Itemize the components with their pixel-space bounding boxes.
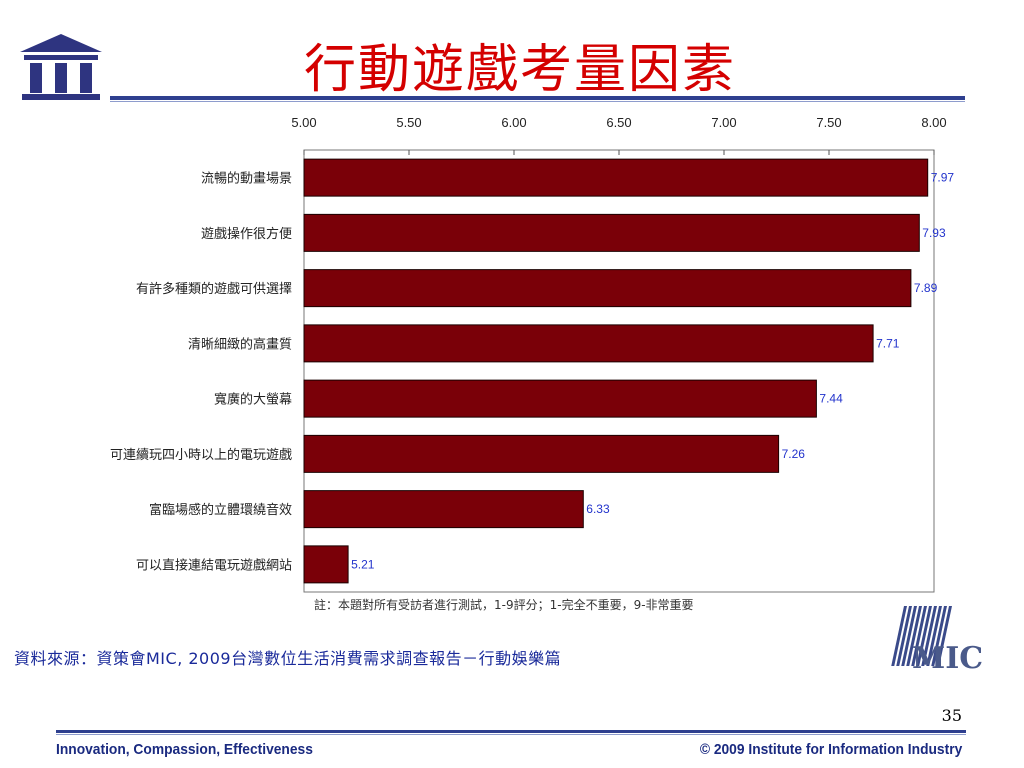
mic-logo-stripe <box>906 606 922 666</box>
x-tick-label: 7.50 <box>816 115 841 130</box>
value-label: 5.21 <box>351 557 375 571</box>
x-tick-label: 7.00 <box>711 115 736 130</box>
x-tick-label: 6.50 <box>606 115 631 130</box>
bar <box>303 324 874 363</box>
x-tick-label: 6.00 <box>501 115 526 130</box>
footer-tagline: Innovation, Compassion, Effectiveness <box>56 741 313 758</box>
value-label: 7.71 <box>876 336 900 350</box>
chart-note: 註：本題對所有受訪者進行測試，1-9評分；1-完全不重要，9-非常重要 <box>314 598 694 612</box>
mic-logo-stripe <box>921 606 937 666</box>
bar <box>303 434 780 473</box>
mic-logo-stripe <box>931 606 947 666</box>
x-tick-label: 8.00 <box>921 115 946 130</box>
mic-logo-stripe <box>891 606 907 666</box>
bar <box>303 490 584 529</box>
category-label: 遊戲操作很方便 <box>201 226 292 242</box>
footer-rule-thin <box>56 734 966 735</box>
mic-logo-stripe <box>901 606 917 666</box>
bar <box>303 213 920 252</box>
title-rule <box>110 96 965 100</box>
mic-logo-stripe <box>926 606 942 666</box>
slide-title: 行動遊戲考量因素 <box>303 40 736 100</box>
bar <box>303 269 912 308</box>
data-source: 資料來源：資策會MIC, 2009台灣數位生活消費需求調查報告－行動娛樂篇 <box>14 649 562 668</box>
page-number: 35 <box>941 706 962 725</box>
bar <box>303 545 349 584</box>
mic-logo-stripe <box>896 606 912 666</box>
mic-logo-text: MIC <box>912 641 983 676</box>
mic-logo-stripe <box>916 606 932 666</box>
value-label: 7.89 <box>914 281 938 295</box>
value-label: 6.33 <box>586 502 610 516</box>
category-label: 寬廣的大螢幕 <box>214 392 292 408</box>
value-label: 7.44 <box>819 392 843 406</box>
mic-logo-stripe <box>936 606 952 666</box>
mic-logo-stripe <box>911 606 927 666</box>
value-label: 7.26 <box>782 447 806 461</box>
bar <box>303 158 929 197</box>
iii-logo <box>20 34 102 100</box>
x-tick-label: 5.00 <box>291 115 316 130</box>
value-label: 7.93 <box>922 226 946 240</box>
footer-copyright: © 2009 Institute for Information Industr… <box>699 741 962 758</box>
bar-chart: 5.00 5.50 6.00 6.50 7.00 7.50 8.00 流暢的動畫場景 7.97 遊… <box>110 115 955 593</box>
category-label: 有許多種類的遊戲可供選擇 <box>136 281 292 297</box>
value-label: 7.97 <box>931 171 955 185</box>
category-label: 流暢的動畫場景 <box>201 171 292 187</box>
bar <box>303 379 817 418</box>
footer-rule <box>56 730 966 733</box>
category-label: 可以直接連結電玩遊戲網站 <box>136 557 292 573</box>
title-rule-thin <box>110 101 965 102</box>
mic-logo: MIC <box>891 606 983 676</box>
x-tick-label: 5.50 <box>396 115 421 130</box>
category-label: 清晰細緻的高畫質 <box>188 336 292 352</box>
category-label: 富臨場感的立體環繞音效 <box>149 502 292 518</box>
category-label: 可連續玩四小時以上的電玩遊戲 <box>110 447 292 463</box>
